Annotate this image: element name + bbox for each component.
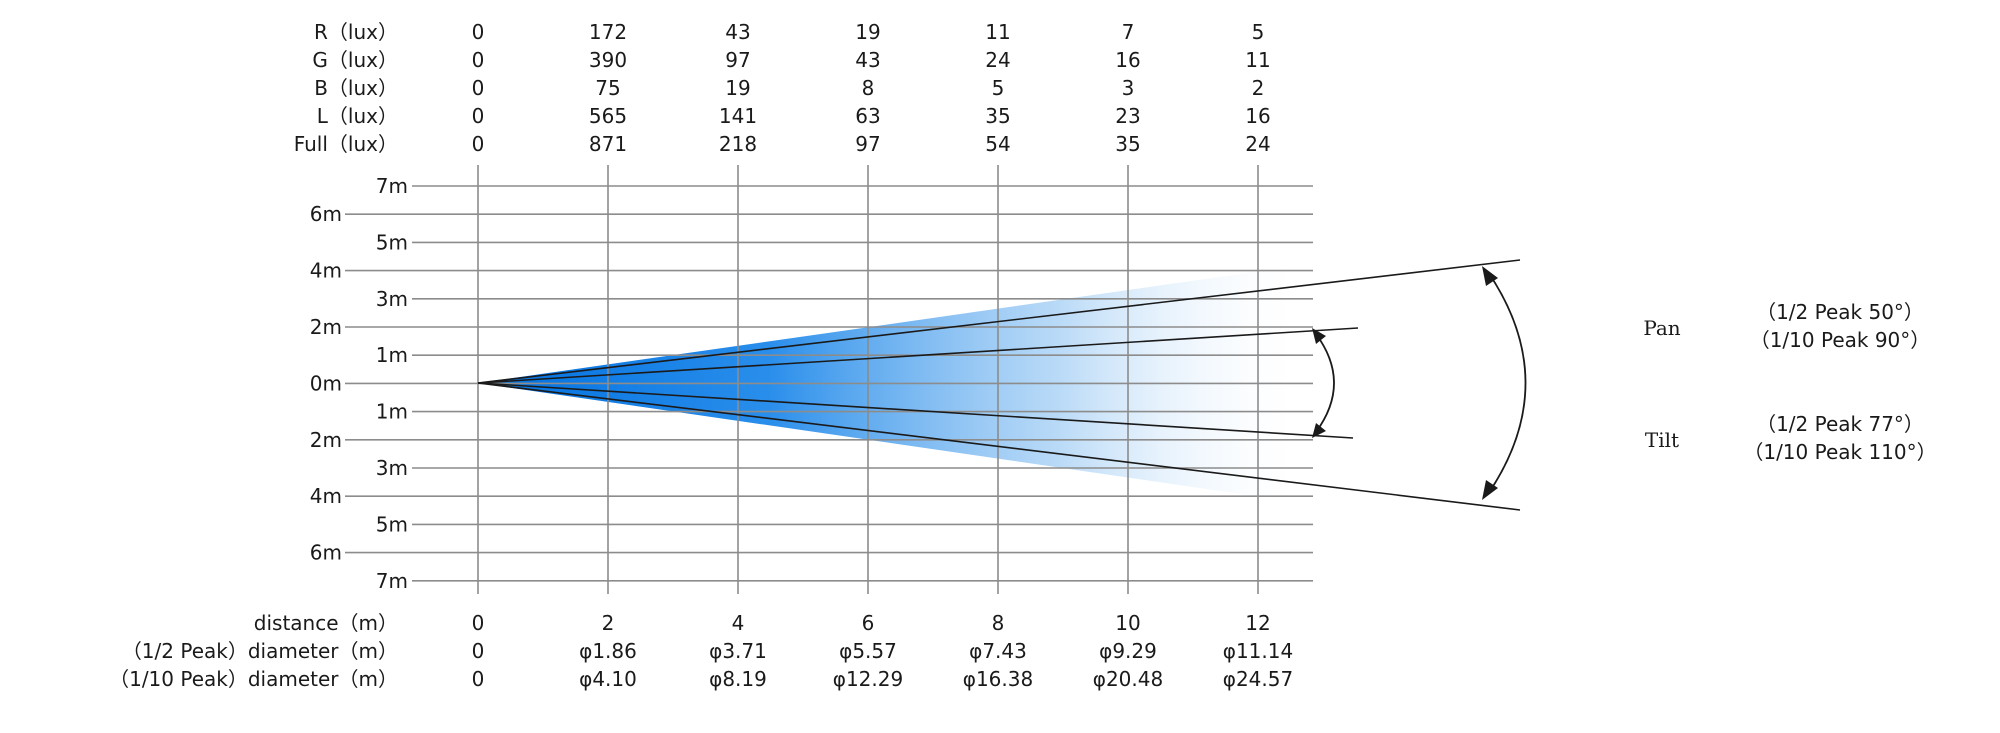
lux-value: 24	[985, 48, 1010, 72]
lux-value: 8	[862, 76, 875, 100]
lux-value: 390	[589, 48, 627, 72]
lux-value: 871	[589, 132, 627, 156]
bottom-value: φ16.38	[963, 667, 1033, 691]
lux-value: 0	[472, 104, 485, 128]
bottom-row-label: （1/2 Peak）diameter（m）	[122, 639, 398, 663]
bottom-value: φ20.48	[1093, 667, 1163, 691]
lux-value: 3	[1122, 76, 1135, 100]
inner-arc-arrow-bottom	[1312, 423, 1326, 438]
angle-tenth-peak: （1/10 Peak 90°）	[1750, 328, 1931, 352]
lux-value: 172	[589, 20, 627, 44]
lux-row-label: Full（lux）	[294, 132, 398, 156]
outer-arc-arrow-top	[1482, 266, 1498, 286]
angle-tenth-peak: （1/10 Peak 110°）	[1743, 440, 1936, 464]
y-axis-label-left: 2m	[310, 315, 342, 339]
bottom-row-label: （1/10 Peak）diameter（m）	[109, 667, 398, 691]
lux-value: 11	[1245, 48, 1270, 72]
y-axis-label-left: 4m	[310, 484, 342, 508]
grid	[345, 165, 1313, 594]
bottom-row-label: distance（m）	[254, 611, 398, 635]
outer-arc-arrow-bottom	[1482, 480, 1498, 500]
bottom-value: 8	[992, 611, 1005, 635]
beam-inner-bottom-line	[477, 382, 1354, 439]
bottom-value: φ5.57	[839, 639, 897, 663]
y-axis-label-right: 5m	[376, 230, 408, 254]
bottom-value: 6	[862, 611, 875, 635]
y-axis-label-right: 3m	[376, 287, 408, 311]
lux-value: 23	[1115, 104, 1140, 128]
bottom-value: 2	[602, 611, 615, 635]
y-axis-label-right: 7m	[376, 569, 408, 593]
lux-value: 0	[472, 76, 485, 100]
bottom-value: φ11.14	[1223, 639, 1293, 663]
lux-value: 565	[589, 104, 627, 128]
lux-value: 16	[1115, 48, 1140, 72]
lux-value: 0	[472, 132, 485, 156]
y-axis-label-left: 0m	[310, 371, 342, 395]
bottom-value: φ9.29	[1099, 639, 1157, 663]
lux-value: 16	[1245, 104, 1270, 128]
lux-value: 0	[472, 48, 485, 72]
bottom-value: φ24.57	[1223, 667, 1293, 691]
lux-row-label: B（lux）	[314, 76, 398, 100]
lux-value: 7	[1122, 20, 1135, 44]
bottom-value: φ12.29	[833, 667, 903, 691]
lux-value: 218	[719, 132, 757, 156]
lux-value: 43	[855, 48, 880, 72]
bottom-value: 4	[732, 611, 745, 635]
lux-value: 19	[855, 20, 880, 44]
lux-value: 2	[1252, 76, 1265, 100]
angle-name: Pan	[1643, 316, 1680, 340]
lux-value: 141	[719, 104, 757, 128]
lux-value: 0	[472, 20, 485, 44]
lux-value: 97	[725, 48, 750, 72]
beam-outer-top-line	[477, 259, 1521, 384]
lux-value: 75	[595, 76, 620, 100]
lux-row-label: R（lux）	[314, 20, 398, 44]
bottom-value: φ7.43	[969, 639, 1027, 663]
lux-value: 5	[992, 76, 1005, 100]
lux-value: 35	[985, 104, 1010, 128]
y-axis-label-right: 7m	[376, 174, 408, 198]
y-axis-label-right: 3m	[376, 456, 408, 480]
y-axis-label-left: 6m	[310, 541, 342, 565]
lux-row-label: L（lux）	[317, 104, 398, 128]
bottom-value: φ4.10	[579, 667, 637, 691]
lux-value: 5	[1252, 20, 1265, 44]
lux-value: 11	[985, 20, 1010, 44]
beam-inner-top-line	[477, 327, 1359, 384]
lux-value: 63	[855, 104, 880, 128]
angle-half-peak: （1/2 Peak 50°）	[1756, 300, 1924, 324]
y-axis-label-right: 1m	[376, 343, 408, 367]
lux-value: 19	[725, 76, 750, 100]
lux-row-label: G（lux）	[312, 48, 398, 72]
outer-angle-arc	[1487, 271, 1527, 495]
lux-value: 24	[1245, 132, 1270, 156]
lux-value: 35	[1115, 132, 1140, 156]
inner-angle-arc	[1315, 333, 1335, 433]
inner-arc-arrow-top	[1312, 328, 1326, 344]
angle-name: Tilt	[1645, 428, 1679, 452]
bottom-value: φ3.71	[709, 639, 767, 663]
bottom-value: 0	[472, 667, 485, 691]
bottom-value: 0	[472, 639, 485, 663]
y-axis-label-left: 4m	[310, 259, 342, 283]
bottom-value: 0	[472, 611, 485, 635]
bottom-value: φ1.86	[579, 639, 637, 663]
angle-half-peak: （1/2 Peak 77°）	[1756, 412, 1924, 436]
lux-value: 54	[985, 132, 1010, 156]
bottom-value: φ8.19	[709, 667, 767, 691]
bottom-value: 10	[1115, 611, 1140, 635]
labels: 7m 6m 5m 4m 3m 2m 1m 0m 1m 2m 3m 4m 5m 6m 7m R（lux） 0 172…	[109, 20, 1937, 691]
beam-outer-bottom-line	[477, 382, 1521, 511]
y-axis-label-right: 1m	[376, 400, 408, 424]
bottom-value: 12	[1245, 611, 1270, 635]
lux-value: 43	[725, 20, 750, 44]
lux-value: 97	[855, 132, 880, 156]
y-axis-label-left: 2m	[310, 428, 342, 452]
y-axis-label-right: 5m	[376, 512, 408, 536]
y-axis-label-left: 6m	[310, 202, 342, 226]
